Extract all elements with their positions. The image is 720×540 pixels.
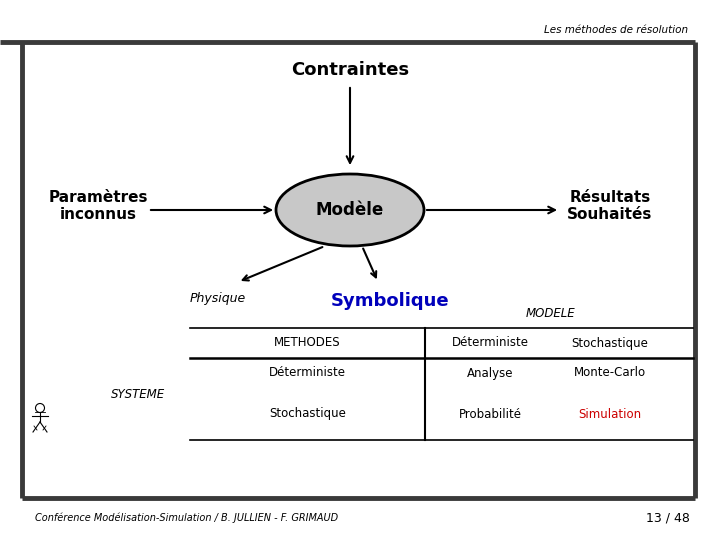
Text: Probabilité: Probabilité xyxy=(459,408,521,421)
Text: Stochastique: Stochastique xyxy=(572,336,649,349)
Text: Physique: Physique xyxy=(190,292,246,305)
Text: Conférence Modélisation-Simulation / B. JULLIEN - F. GRIMAUD: Conférence Modélisation-Simulation / B. … xyxy=(35,513,338,523)
Text: Les méthodes de résolution: Les méthodes de résolution xyxy=(544,25,688,35)
Text: SYSTEME: SYSTEME xyxy=(111,388,165,401)
Text: METHODES: METHODES xyxy=(274,336,341,349)
Text: Paramètres
inconnus: Paramètres inconnus xyxy=(48,190,148,222)
Text: MODELE: MODELE xyxy=(525,307,575,320)
Text: Symbolique: Symbolique xyxy=(330,292,449,310)
Text: Simulation: Simulation xyxy=(578,408,642,421)
Text: Déterministe: Déterministe xyxy=(451,336,528,349)
Text: Analyse: Analyse xyxy=(467,367,513,380)
Text: Monte-Carlo: Monte-Carlo xyxy=(574,367,646,380)
Text: Déterministe: Déterministe xyxy=(269,367,346,380)
Text: Modèle: Modèle xyxy=(316,201,384,219)
Text: Résultats
Souhaités: Résultats Souhaités xyxy=(567,190,653,222)
Ellipse shape xyxy=(276,174,424,246)
Text: 13 / 48: 13 / 48 xyxy=(646,511,690,524)
Text: Stochastique: Stochastique xyxy=(269,408,346,421)
Text: Contraintes: Contraintes xyxy=(291,61,409,79)
